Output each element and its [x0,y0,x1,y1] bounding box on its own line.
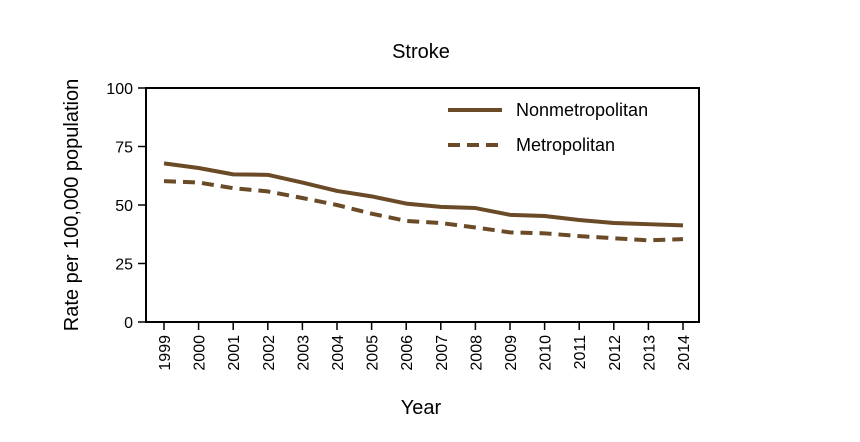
y-tick-label: 100 [106,81,133,98]
x-axis: 1999 2000 2001 2002 2003 2004 2005 2006 2007 2008… [157,322,693,371]
x-tick-label: 2003 [295,335,312,371]
legend-label-metropolitan: Metropolitan [516,135,615,155]
legend: Nonmetropolitan Metropolitan [448,100,648,155]
y-tick-label: 50 [115,198,133,215]
x-tick-label: 2007 [434,335,451,371]
legend-label-nonmetropolitan: Nonmetropolitan [516,100,648,120]
x-tick-label: 2004 [330,335,347,371]
y-tick-label: 0 [124,315,133,332]
x-tick-label: 2013 [641,335,658,371]
x-tick-label: 2002 [261,335,278,371]
x-tick-label: 2005 [365,335,382,371]
y-tick-label: 75 [115,140,133,157]
x-tick-label: 2006 [399,335,416,371]
x-tick-label: 2001 [226,335,243,371]
series-lines [163,161,684,243]
x-tick-label: 2014 [676,335,693,371]
series-line-nonmetropolitan [163,161,684,228]
y-tick-label: 25 [115,257,133,274]
x-tick-label: 2000 [192,335,209,371]
y-axis-label: Rate per 100,000 population [61,79,83,331]
x-tick-label: 2008 [468,335,485,371]
y-axis: 0 25 50 75 100 [106,81,146,332]
x-tick-label: 2012 [607,335,624,371]
x-axis-label: Year [401,397,442,419]
x-tick-label: 2011 [572,335,589,370]
x-tick-label: 2009 [503,335,520,371]
x-tick-label: 2010 [538,335,555,371]
chart-title: Stroke [392,41,450,63]
x-tick-label: 1999 [157,335,174,371]
series-line-metropolitan [163,179,684,243]
